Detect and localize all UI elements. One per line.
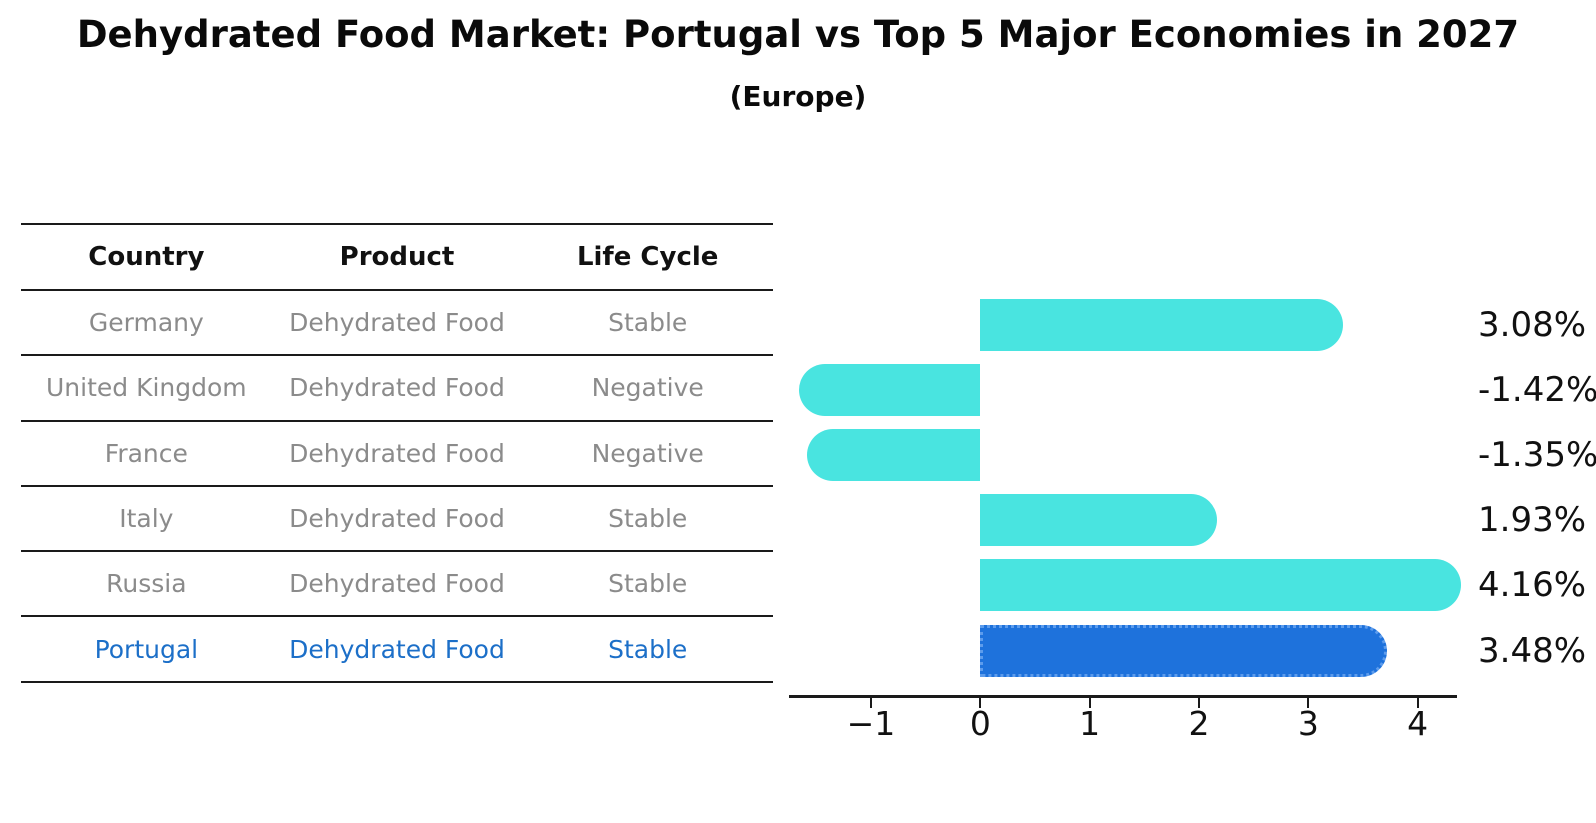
- cell-life-cycle: Negative: [591, 438, 704, 468]
- x-tick: [1416, 698, 1419, 708]
- cell-country: Germany: [88, 308, 204, 338]
- x-tick: [979, 698, 982, 708]
- cell-product: Dehydrated Food: [289, 634, 505, 664]
- cell-product: Dehydrated Food: [289, 308, 505, 338]
- x-tick-label: 0: [969, 704, 991, 743]
- bar-italy: [980, 494, 1218, 547]
- cell-country: Italy: [119, 504, 174, 534]
- x-tick-label: 1: [1079, 704, 1101, 743]
- table-row-germany: Germany Dehydrated Food Stable: [21, 291, 773, 357]
- value-label-france: -1.35%: [1478, 434, 1596, 475]
- table-header-row: Country Product Life Cycle: [21, 225, 773, 291]
- cell-country: Russia: [106, 569, 187, 599]
- table-body: Germany Dehydrated Food Stable United Kingd…: [21, 291, 773, 683]
- x-tick-label: 2: [1188, 704, 1210, 743]
- table-row-russia: Russia Dehydrated Food Stable: [21, 552, 773, 618]
- cell-country: Portugal: [94, 634, 199, 664]
- cell-country: United Kingdom: [46, 373, 247, 403]
- value-label-russia: 4.16%: [1478, 565, 1587, 606]
- cell-product: Dehydrated Food: [289, 504, 505, 534]
- x-tick: [1088, 698, 1091, 708]
- chart-subtitle: (Europe): [729, 80, 867, 113]
- x-tick: [1197, 698, 1200, 708]
- bar-united-kingdom: [799, 363, 981, 416]
- bar-russia: [980, 559, 1462, 612]
- cell-life-cycle: Negative: [591, 373, 704, 403]
- cell-life-cycle: Stable: [608, 504, 688, 534]
- table-row-portugal: Portugal Dehydrated Food Stable: [21, 617, 773, 683]
- value-label-germany: 3.08%: [1478, 304, 1587, 345]
- cell-country: France: [104, 438, 188, 468]
- x-tick-label: −1: [846, 704, 896, 743]
- table-row-france: France Dehydrated Food Negative: [21, 422, 773, 487]
- value-label-portugal: 3.48%: [1478, 630, 1587, 671]
- cell-product: Dehydrated Food: [289, 569, 505, 599]
- x-axis-line: [789, 695, 1457, 698]
- cell-life-cycle: Stable: [608, 569, 688, 599]
- header-cell-product: Product: [339, 242, 455, 272]
- x-tick: [1307, 698, 1310, 708]
- x-tick-label: 3: [1297, 704, 1319, 743]
- x-tick-label: 4: [1407, 704, 1429, 743]
- country-table: Country Product Life Cycle Germany Dehydr…: [21, 223, 773, 683]
- bar-france: [806, 428, 981, 481]
- table-row-united-kingdom: United Kingdom Dehydrated Food Negative: [21, 356, 773, 422]
- cell-life-cycle: Stable: [608, 634, 688, 664]
- cell-life-cycle: Stable: [608, 308, 688, 338]
- table-row-italy: Italy Dehydrated Food Stable: [21, 487, 773, 553]
- value-label-italy: 1.93%: [1478, 500, 1587, 541]
- x-tick: [869, 698, 872, 708]
- header-cell-country: Country: [88, 242, 205, 272]
- cell-product: Dehydrated Food: [289, 438, 505, 468]
- chart-title: Dehydrated Food Market: Portugal vs Top …: [76, 13, 1520, 56]
- value-label-united-kingdom: -1.42%: [1478, 369, 1596, 410]
- bar-portugal: [980, 624, 1387, 677]
- header-cell-life-cycle: Life Cycle: [576, 242, 719, 272]
- bar-germany: [980, 298, 1344, 351]
- cell-product: Dehydrated Food: [289, 373, 505, 403]
